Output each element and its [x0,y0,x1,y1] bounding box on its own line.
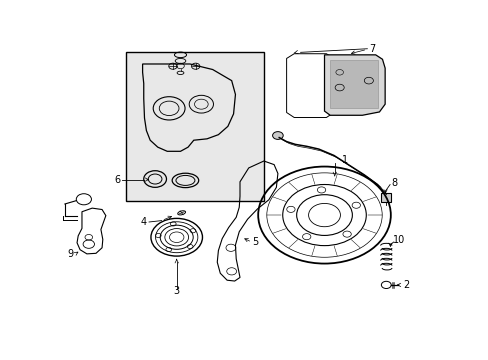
Text: 1: 1 [342,155,348,165]
Circle shape [272,132,283,139]
Bar [125,51,264,201]
Bar [381,193,390,202]
Bar [329,60,377,108]
Text: 10: 10 [392,235,405,245]
Text: 4: 4 [141,217,146,227]
Text: 6: 6 [114,175,120,185]
Text: 5: 5 [252,237,258,247]
Text: 8: 8 [391,178,397,188]
Text: 3: 3 [173,286,180,296]
Text: 9: 9 [67,249,74,260]
Polygon shape [324,55,385,115]
Text: 7: 7 [368,44,374,54]
Text: 2: 2 [403,280,409,290]
